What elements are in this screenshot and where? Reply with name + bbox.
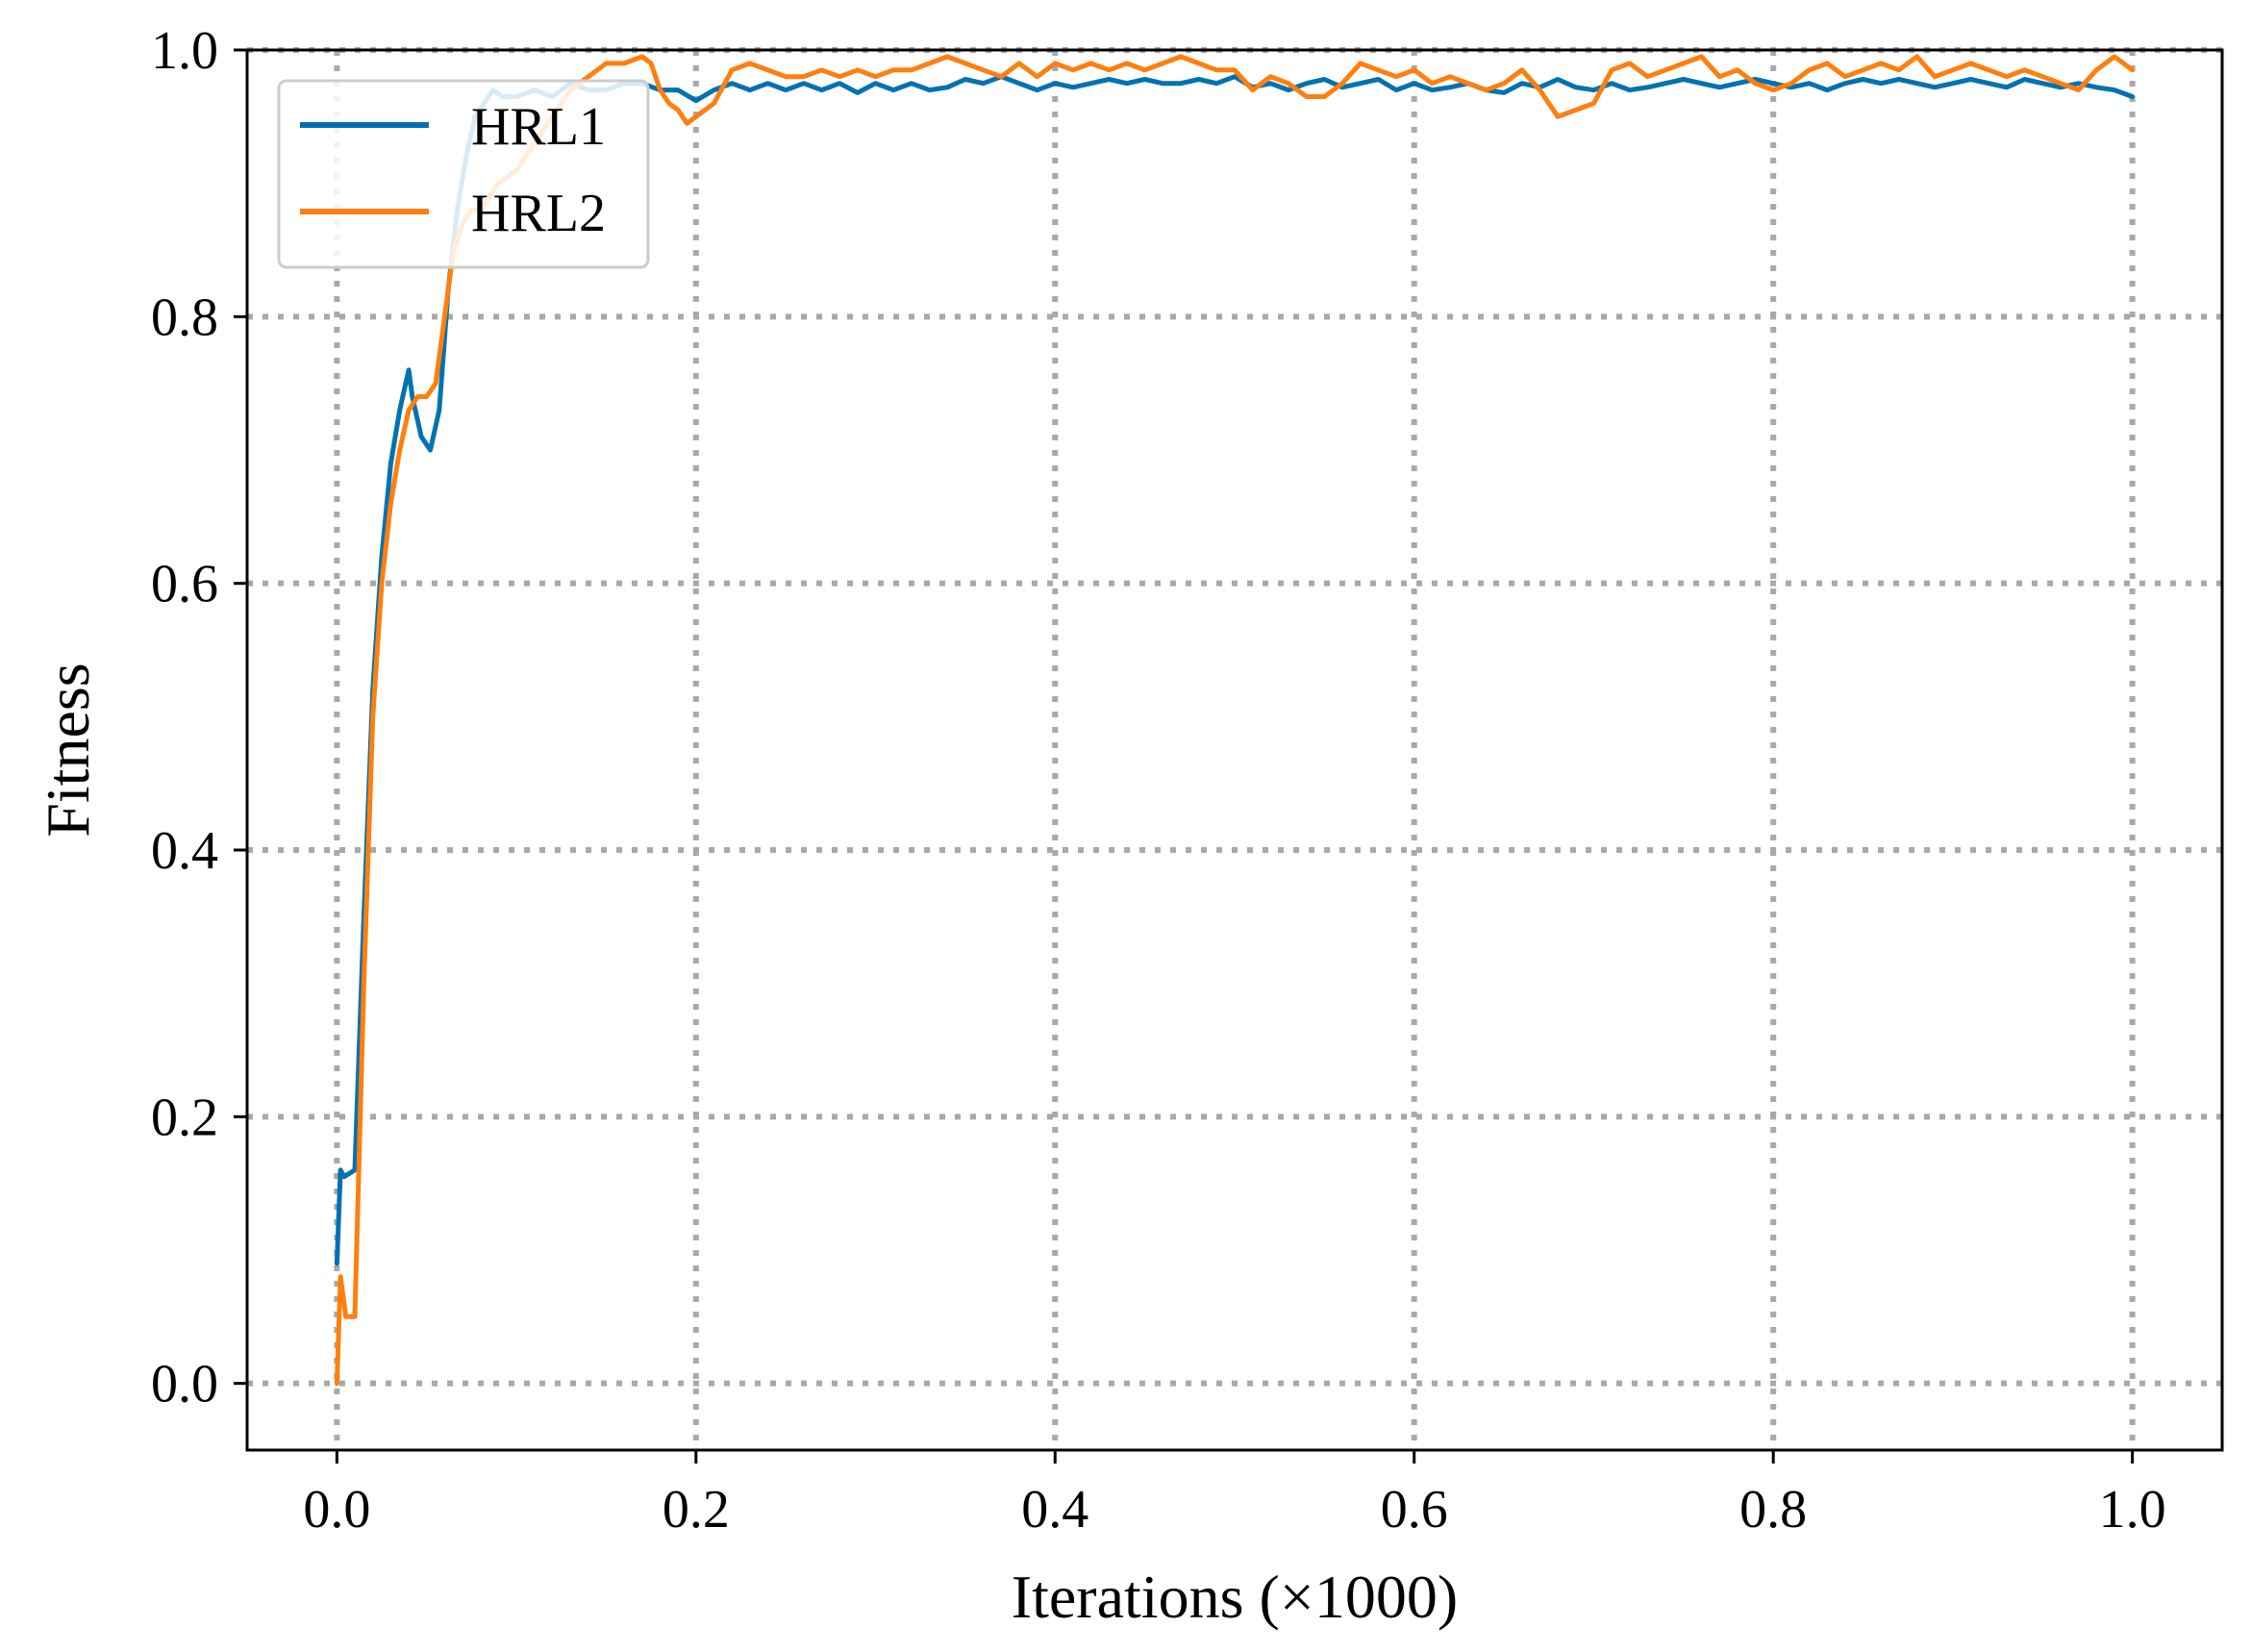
x-tick-label: 0.6 [1381,1480,1448,1539]
grid [247,47,2222,1450]
y-tick-label: 0.2 [151,1088,218,1147]
legend-label-hrl1: HRL1 [471,97,606,157]
y-tick-label: 0.0 [151,1355,218,1414]
y-tick-label: 0.6 [151,555,218,614]
x-axis-label: Iterations (×1000) [1012,1563,1458,1631]
x-tick-label: 0.8 [1739,1480,1807,1539]
tick-labels: 0.0 0.2 0.4 0.6 0.8 1.0 0.0 0.2 0.4 0.6 0.8 1.0 [151,21,2166,1539]
legend: HRL1 HRL2 [277,79,650,269]
x-tick-label: 0.2 [663,1480,730,1539]
x-tick-label: 0.4 [1021,1480,1088,1539]
ticks [234,48,2135,1464]
y-tick-label: 0.4 [151,821,218,881]
y-tick-label: 1.0 [151,21,218,81]
y-tick-label: 0.8 [151,288,218,347]
x-tick-label: 1.0 [2099,1480,2166,1539]
legend-label-hrl2: HRL2 [471,184,606,243]
y-axis-label: Fitness [34,663,102,837]
x-tick-label: 0.0 [303,1480,370,1539]
plot-frame [245,48,2224,1452]
